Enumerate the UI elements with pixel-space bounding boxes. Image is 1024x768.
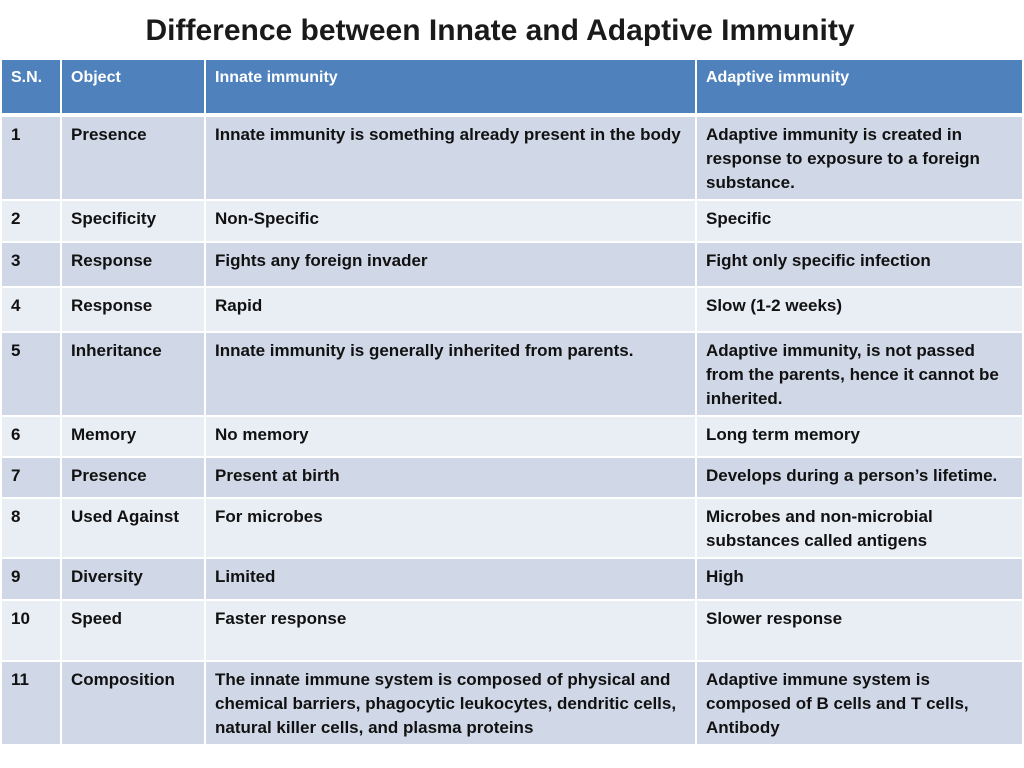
cell-object: Specificity: [60, 199, 206, 243]
cell-innate: Limited: [204, 557, 697, 601]
cell-innate: Faster response: [204, 599, 697, 662]
cell-sn: 4: [0, 286, 62, 333]
table-row: 4 Response Rapid Slow (1-2 weeks): [0, 286, 1024, 333]
table-row: 3 Response Fights any foreign invader Fi…: [0, 241, 1024, 288]
cell-adaptive: Adaptive immunity, is not passed from th…: [695, 331, 1024, 417]
cell-object: Used Against: [60, 497, 206, 559]
table-header-row: S.N. Object Innate immunity Adaptive imm…: [0, 58, 1024, 117]
cell-innate: Present at birth: [204, 456, 697, 499]
cell-adaptive: Adaptive immune system is composed of B …: [695, 660, 1024, 746]
table-row: 11 Composition The innate immune system …: [0, 660, 1024, 746]
cell-innate: Innate immunity is generally inherited f…: [204, 331, 697, 417]
comparison-table: S.N. Object Innate immunity Adaptive imm…: [0, 58, 1024, 746]
cell-sn: 9: [0, 557, 62, 601]
cell-adaptive: Long term memory: [695, 415, 1024, 458]
table-row: 9 Diversity Limited High: [0, 557, 1024, 601]
cell-object: Inheritance: [60, 331, 206, 417]
table-row: 7 Presence Present at birth Develops dur…: [0, 456, 1024, 499]
cell-object: Presence: [60, 456, 206, 499]
cell-object: Response: [60, 286, 206, 333]
cell-adaptive: High: [695, 557, 1024, 601]
table-row: 10 Speed Faster response Slower response: [0, 599, 1024, 662]
cell-object: Memory: [60, 415, 206, 458]
cell-innate: Innate immunity is something already pre…: [204, 114, 697, 201]
cell-sn: 7: [0, 456, 62, 499]
cell-innate: Non-Specific: [204, 199, 697, 243]
cell-sn: 11: [0, 660, 62, 746]
cell-object: Composition: [60, 660, 206, 746]
cell-innate: Rapid: [204, 286, 697, 333]
header-object: Object: [60, 58, 206, 117]
cell-adaptive: Fight only specific infection: [695, 241, 1024, 288]
cell-innate: The innate immune system is composed of …: [204, 660, 697, 746]
cell-innate: For microbes: [204, 497, 697, 559]
cell-object: Presence: [60, 114, 206, 201]
cell-sn: 2: [0, 199, 62, 243]
table-row: 5 Inheritance Innate immunity is general…: [0, 331, 1024, 417]
cell-sn: 5: [0, 331, 62, 417]
header-sn: S.N.: [0, 58, 62, 117]
page-title: Difference between Innate and Adaptive I…: [145, 14, 855, 47]
header-innate-immunity: Innate immunity: [204, 58, 697, 117]
cell-adaptive: Slow (1-2 weeks): [695, 286, 1024, 333]
cell-sn: 8: [0, 497, 62, 559]
cell-object: Response: [60, 241, 206, 288]
cell-sn: 3: [0, 241, 62, 288]
table-row: 2 Specificity Non-Specific Specific: [0, 199, 1024, 243]
cell-sn: 10: [0, 599, 62, 662]
cell-sn: 6: [0, 415, 62, 458]
cell-object: Diversity: [60, 557, 206, 601]
header-adaptive-immunity: Adaptive immunity: [695, 58, 1024, 117]
table-row: 1 Presence Innate immunity is something …: [0, 114, 1024, 201]
cell-adaptive: Develops during a person’s lifetime.: [695, 456, 1024, 499]
cell-sn: 1: [0, 114, 62, 201]
cell-adaptive: Specific: [695, 199, 1024, 243]
cell-object: Speed: [60, 599, 206, 662]
cell-innate: No memory: [204, 415, 697, 458]
cell-adaptive: Adaptive immunity is created in response…: [695, 114, 1024, 201]
table-row: 6 Memory No memory Long term memory: [0, 415, 1024, 458]
table-row: 8 Used Against For microbes Microbes and…: [0, 497, 1024, 559]
cell-adaptive: Slower response: [695, 599, 1024, 662]
cell-adaptive: Microbes and non-microbial substances ca…: [695, 497, 1024, 559]
cell-innate: Fights any foreign invader: [204, 241, 697, 288]
